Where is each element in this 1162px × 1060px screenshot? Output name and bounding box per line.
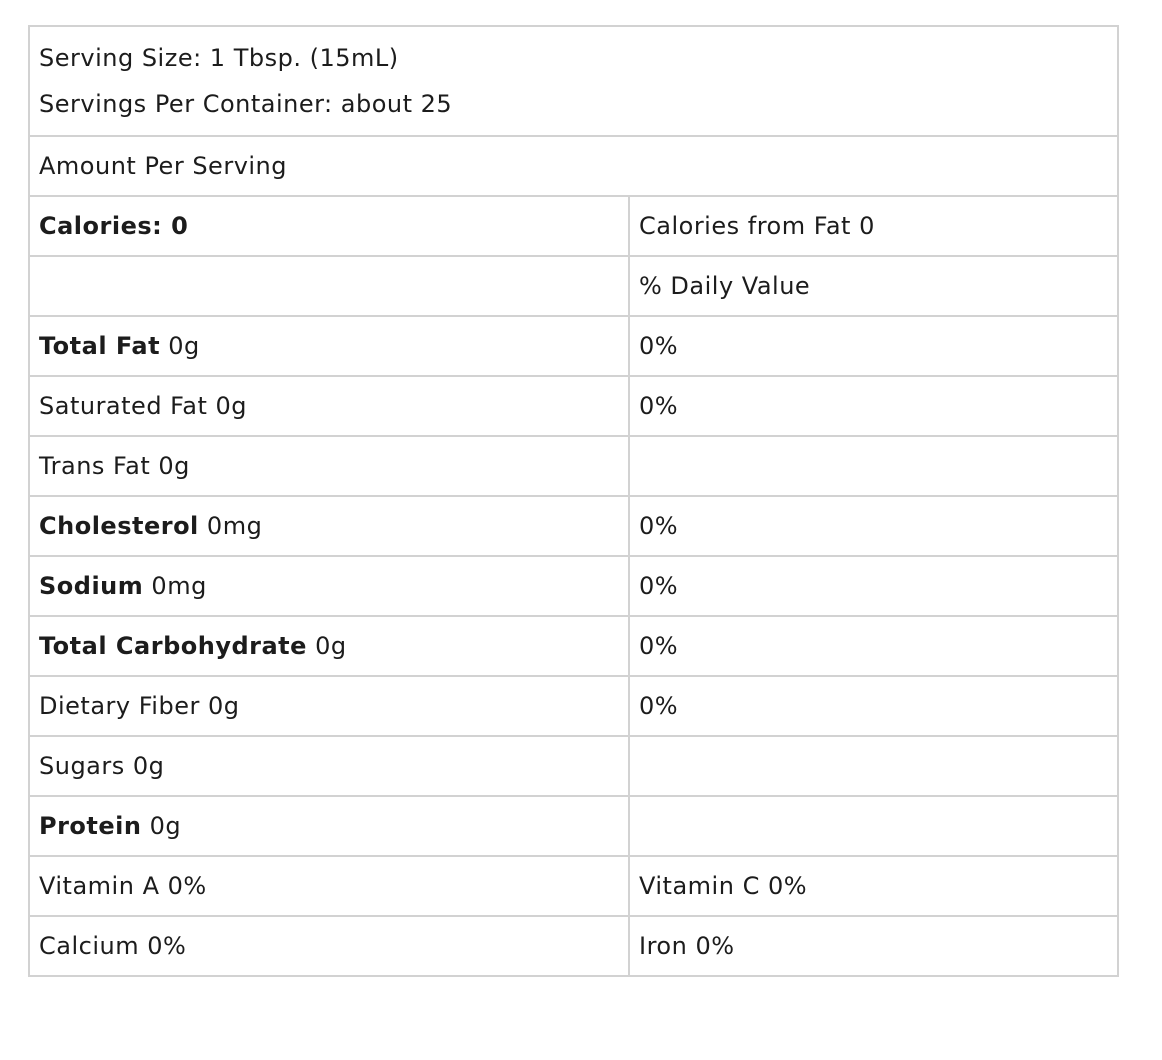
nutrient-amount: Calcium 0% [39,932,187,960]
nutrient-name: Protein [39,812,142,840]
nutrient-row: Dietary Fiber 0g 0% [28,675,1119,737]
daily-value-cell: Vitamin C 0% [628,855,1119,917]
nutrient-amount: Saturated Fat 0g [39,392,248,420]
nutrient-amount: Sugars 0g [39,752,165,780]
daily-value: Calories from Fat 0 [639,212,875,240]
daily-value-cell: 0% [628,495,1119,557]
nutrient-amount: Vitamin A 0% [39,872,207,900]
nutrient-cell: Calories: 0 [28,195,630,257]
daily-value: Vitamin C 0% [639,872,808,900]
nutrient-row: Protein 0g [28,795,1119,857]
daily-value-cell: Iron 0% [628,915,1119,977]
nutrient-row: Sugars 0g [28,735,1119,797]
nutrient-amount: 0mg [151,572,207,600]
nutrient-row: Sodium 0mg 0% [28,555,1119,617]
nutrient-name: Cholesterol [39,512,199,540]
nutrient-row: % Daily Value [28,255,1119,317]
serving-size: Serving Size: 1 Tbsp. (15mL) [39,44,399,72]
nutrient-name: Calories: 0 [39,212,189,240]
table-body: Serving Size: 1 Tbsp. (15mL) Servings Pe… [28,25,1119,977]
nutrient-cell: Cholesterol 0mg [28,495,630,557]
nutrient-name: Sodium [39,572,144,600]
daily-value-cell: % Daily Value [628,255,1119,317]
daily-value-cell: 0% [628,555,1119,617]
nutrient-amount: Trans Fat 0g [39,452,190,480]
nutrient-amount: 0mg [206,512,263,540]
daily-value: Iron 0% [639,932,735,960]
nutrient-row: Vitamin A 0% Vitamin C 0% [28,855,1119,917]
nutrient-cell [28,255,630,317]
daily-value: 0% [639,632,679,660]
nutrient-cell: Vitamin A 0% [28,855,630,917]
nutrient-cell: Saturated Fat 0g [28,375,630,437]
nutrient-row: Calcium 0% Iron 0% [28,915,1119,977]
amount-cell: Amount Per Serving [28,135,1119,197]
daily-value-cell: 0% [628,375,1119,437]
nutrient-row: Calories: 0 Calories from Fat 0 [28,195,1119,257]
daily-value: 0% [639,692,679,720]
nutrient-cell: Calcium 0% [28,915,630,977]
nutrient-cell: Total Fat 0g [28,315,630,377]
nutrition-table: Serving Size: 1 Tbsp. (15mL) Servings Pe… [28,25,1119,977]
nutrient-cell: Sugars 0g [28,735,630,797]
nutrient-cell: Sodium 0mg [28,555,630,617]
daily-value-cell: 0% [628,675,1119,737]
nutrient-cell: Total Carbohydrate 0g [28,615,630,677]
daily-value: 0% [639,572,679,600]
header-cell: Serving Size: 1 Tbsp. (15mL) Servings Pe… [28,25,1119,137]
nutrient-row: Total Carbohydrate 0g 0% [28,615,1119,677]
nutrient-amount: 0g [315,632,347,660]
nutrient-name: Total Carbohydrate [39,632,307,660]
daily-value-cell [628,795,1119,857]
daily-value-cell [628,435,1119,497]
daily-value-cell: 0% [628,315,1119,377]
nutrient-amount: Dietary Fiber 0g [39,692,240,720]
amount-row: Amount Per Serving [28,135,1119,197]
daily-value: 0% [639,332,679,360]
nutrient-row: Cholesterol 0mg 0% [28,495,1119,557]
nutrient-row: Trans Fat 0g [28,435,1119,497]
nutrient-amount: 0g [149,812,182,840]
nutrient-row: Saturated Fat 0g 0% [28,375,1119,437]
nutrient-row: Total Fat 0g 0% [28,315,1119,377]
servings-per-container: Servings Per Container: about 25 [39,90,453,118]
daily-value: 0% [639,512,679,540]
nutrient-cell: Protein 0g [28,795,630,857]
nutrient-name: Total Fat [39,332,161,360]
daily-value: % Daily Value [639,272,811,300]
nutrient-amount: 0g [168,332,200,360]
daily-value-cell: 0% [628,615,1119,677]
daily-value-cell [628,735,1119,797]
header-row: Serving Size: 1 Tbsp. (15mL) Servings Pe… [28,25,1119,137]
daily-value-cell: Calories from Fat 0 [628,195,1119,257]
amount-per-serving: Amount Per Serving [39,152,288,180]
nutrient-cell: Dietary Fiber 0g [28,675,630,737]
daily-value: 0% [639,392,679,420]
nutrient-cell: Trans Fat 0g [28,435,630,497]
